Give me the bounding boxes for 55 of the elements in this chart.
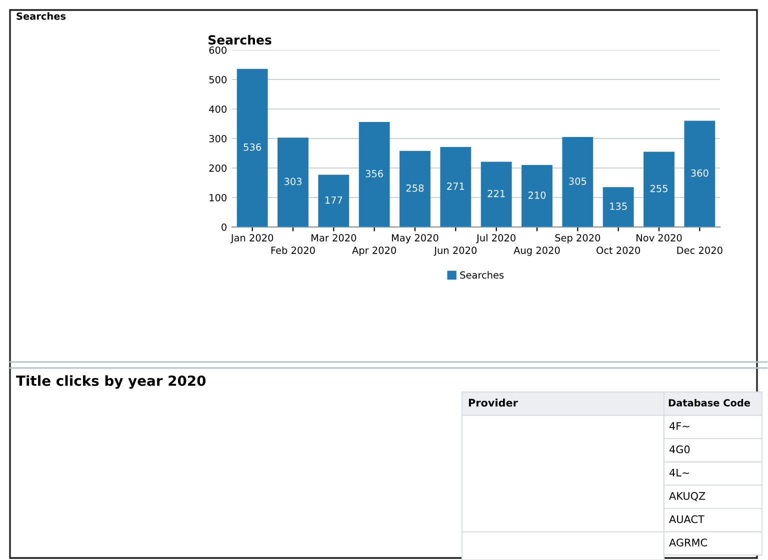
y-tick-label: 200 bbox=[209, 164, 226, 172]
x-tick-label: Dec 2020 bbox=[677, 246, 722, 254]
data-label: 177 bbox=[325, 196, 342, 204]
y-tick-label: 100 bbox=[210, 194, 226, 202]
y-tick-label: 600 bbox=[209, 46, 226, 54]
x-tick-label: Mar 2020 bbox=[312, 234, 356, 242]
bar bbox=[236, 68, 268, 227]
x-tick-label: Nov 2020 bbox=[636, 234, 682, 242]
bar bbox=[562, 137, 594, 227]
data-label: 303 bbox=[284, 178, 302, 186]
bar bbox=[684, 120, 716, 227]
text: AUACT bbox=[669, 515, 704, 524]
y-tick-label: 0 bbox=[222, 223, 226, 231]
data-label: 356 bbox=[366, 170, 383, 178]
x-tick-label: Aug 2020 bbox=[514, 246, 560, 256]
text: Title clicks by year 2020 bbox=[16, 375, 206, 389]
x-tick-label: Jul 2020 bbox=[476, 234, 516, 244]
y-tick-label: 400 bbox=[209, 105, 226, 113]
x-tick-label: May 2020 bbox=[392, 234, 438, 244]
bar bbox=[644, 152, 674, 227]
data-label: 210 bbox=[528, 191, 546, 199]
bar bbox=[522, 165, 552, 227]
chart-title: Searches bbox=[208, 34, 272, 45]
legend-label: Searches bbox=[460, 271, 504, 279]
data-label: 258 bbox=[406, 184, 424, 192]
text: AKUQZ bbox=[669, 492, 706, 502]
bar bbox=[602, 187, 634, 227]
x-tick-label: Sep 2020 bbox=[555, 234, 600, 244]
data-label: 255 bbox=[650, 184, 668, 192]
text: Provider bbox=[468, 398, 518, 407]
x-tick-label: Oct 2020 bbox=[596, 246, 640, 254]
bar bbox=[278, 138, 308, 227]
text: 4F~ bbox=[670, 422, 690, 430]
data-label: 135 bbox=[610, 202, 627, 210]
text: 4L~ bbox=[670, 468, 690, 476]
bar bbox=[400, 150, 430, 227]
bar bbox=[440, 147, 472, 227]
data-label: 271 bbox=[447, 182, 464, 190]
bar bbox=[480, 162, 512, 227]
data-label: 221 bbox=[488, 190, 505, 198]
y-tick-label: 300 bbox=[209, 134, 226, 142]
x-tick-label: Feb 2020 bbox=[271, 246, 315, 254]
x-tick-label: Jun 2020 bbox=[434, 246, 477, 256]
x-tick-label: Apr 2020 bbox=[352, 246, 396, 256]
text: AGRMC bbox=[669, 538, 707, 546]
bar bbox=[318, 174, 350, 227]
bar bbox=[358, 122, 390, 227]
data-label: 305 bbox=[569, 177, 586, 185]
text: 4G0 bbox=[670, 445, 690, 454]
data-label: 536 bbox=[244, 143, 261, 151]
y-tick-label: 500 bbox=[209, 76, 226, 84]
data-label: 360 bbox=[691, 169, 708, 177]
text: Database Code bbox=[668, 398, 750, 406]
x-tick-label: Jan 2020 bbox=[230, 234, 274, 244]
text: Searches bbox=[16, 12, 66, 20]
